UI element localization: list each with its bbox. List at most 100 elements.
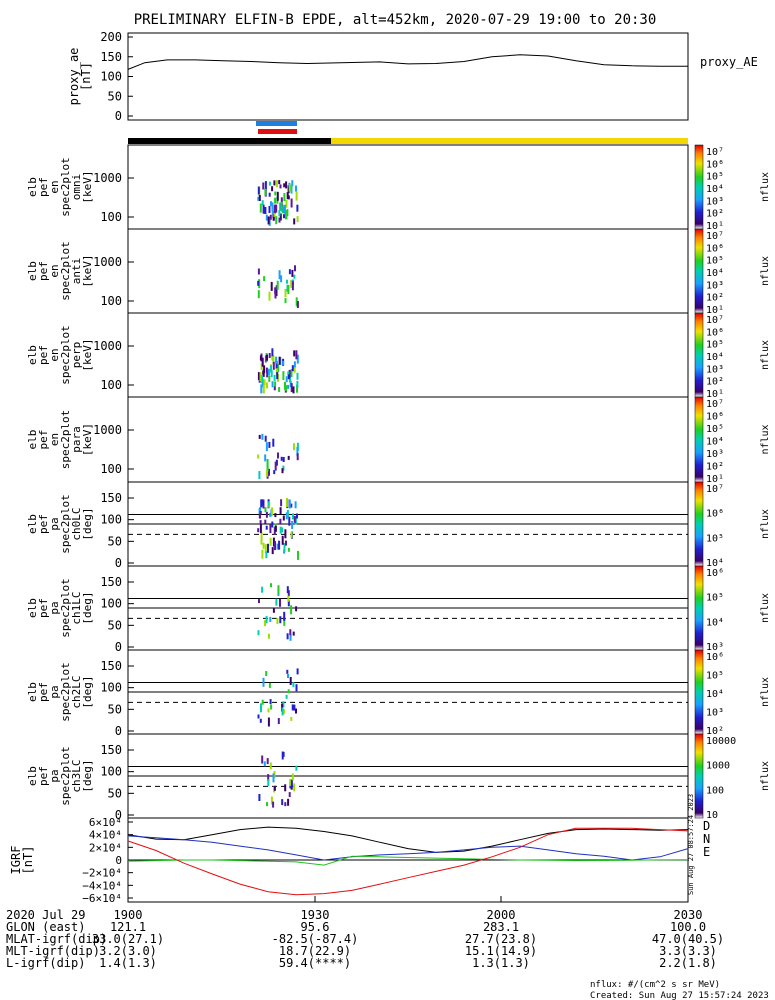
data-cell <box>262 369 265 377</box>
spectrogram-panel-4: 1000100elbpefenspec2plotpara[keV]10⁷10⁶1… <box>26 396 771 485</box>
data-cell <box>286 586 289 594</box>
data-cell <box>267 779 270 787</box>
data-cell <box>270 365 272 373</box>
data-cell <box>296 204 299 212</box>
data-cell <box>259 372 262 382</box>
colorbar-tick-label: 10000 <box>706 736 736 747</box>
data-cell <box>287 798 290 806</box>
data-cell <box>267 501 270 507</box>
colorbar <box>694 312 704 398</box>
data-cell <box>290 779 293 788</box>
data-cell <box>285 385 288 392</box>
data-cell <box>295 297 298 307</box>
colorbar-tick-label: 10³ <box>706 280 724 291</box>
data-cell <box>283 543 286 552</box>
data-cell <box>259 511 262 515</box>
data-cell <box>278 356 281 365</box>
data-cell <box>267 368 270 376</box>
ephem-value: 1900 <box>114 908 143 922</box>
y-tick-label: 150 <box>100 659 122 673</box>
ephem-value: 121.1 <box>110 920 146 934</box>
data-cell <box>268 181 271 186</box>
colorbar-tick-label: 10² <box>706 377 724 388</box>
y-tick-label: 100 <box>100 513 122 527</box>
data-cell <box>282 371 285 381</box>
data-cell <box>271 547 274 555</box>
data-cell <box>295 350 298 360</box>
ephem-value: 3.2(3.0) <box>99 944 157 958</box>
data-cell <box>261 200 264 206</box>
y-axis-label: elbpefenspec2plotanti[keV] <box>26 241 94 301</box>
data-cell <box>273 526 276 535</box>
data-cell <box>257 528 260 533</box>
data-cell <box>287 374 290 380</box>
data-cell <box>279 616 282 624</box>
data-cell <box>264 181 267 190</box>
data-cell <box>286 209 289 217</box>
data-cell <box>264 454 267 462</box>
spectrogram-panel-6: 150 100 50 0 elbpefpaspec2plotch1LC[deg] 10⁶ 1… <box>26 565 771 654</box>
data-cell <box>284 529 287 539</box>
data-cell <box>274 204 276 214</box>
ephem-row-label: L-igrf(dip) <box>6 956 85 970</box>
colorbar-tick-label: 10⁴ <box>706 184 724 195</box>
data-cell <box>259 355 262 361</box>
data-cell <box>265 511 268 518</box>
data-cell <box>264 620 266 627</box>
spectrogram-panel-5: 150 100 50 0 elbpefpaspec2plotch0LC[deg] 10⁷ 1… <box>26 481 771 570</box>
ephem-row-label: MLT-igrf(dip) <box>6 944 100 958</box>
data-cell <box>274 287 277 295</box>
panel-frame <box>127 228 689 314</box>
ephem-value: 283.1 <box>483 920 519 934</box>
data-cell <box>280 275 283 283</box>
colorbar-tick-label: 10³ <box>706 708 724 719</box>
data-cell <box>266 802 268 807</box>
data-cell <box>279 213 282 221</box>
data-cell <box>262 182 265 190</box>
ephem-value: 95.6 <box>301 920 330 934</box>
data-cell <box>283 183 286 188</box>
data-cell <box>277 718 280 724</box>
data-cell <box>295 191 298 201</box>
data-cell <box>285 210 287 220</box>
data-cell <box>261 755 264 764</box>
data-cell <box>293 515 296 523</box>
data-cell <box>257 290 260 299</box>
colorbar-label: nflux <box>760 677 771 707</box>
data-cell <box>286 669 289 674</box>
data-cell <box>281 527 284 533</box>
data-cell <box>265 671 268 676</box>
data-cell <box>290 531 293 538</box>
data-cell <box>275 598 278 606</box>
data-cell <box>276 372 279 380</box>
data-cell <box>288 516 291 526</box>
data-cell <box>282 515 285 521</box>
sunlight-bar <box>331 138 688 144</box>
data-cell <box>290 279 293 288</box>
data-cell <box>295 606 298 612</box>
data-cell <box>290 369 293 378</box>
data-cell <box>258 434 261 439</box>
data-cell <box>293 361 296 368</box>
y-tick-label: −2×10⁴ <box>82 867 122 880</box>
colorbar-tick-label: 10⁵ <box>706 256 724 267</box>
ephem-value: 100.0 <box>670 920 706 934</box>
data-cell <box>278 217 281 223</box>
colorbar-tick-label: 10¹ <box>706 389 724 400</box>
data-cell <box>291 704 294 711</box>
data-cell <box>258 471 261 479</box>
data-cell <box>260 703 262 713</box>
y-tick-label: 0 <box>115 640 122 654</box>
y-tick-label: 1000 <box>93 339 122 353</box>
data-cell <box>287 185 290 194</box>
data-cell <box>269 537 272 546</box>
data-cell <box>285 540 287 546</box>
data-cell <box>257 196 260 201</box>
y-tick-label: 0 <box>115 556 122 570</box>
ephem-value: 2030 <box>674 908 703 922</box>
legend-proxy-ae: proxy_AE <box>700 55 758 69</box>
data-cell <box>261 375 264 383</box>
data-cell <box>284 802 287 807</box>
